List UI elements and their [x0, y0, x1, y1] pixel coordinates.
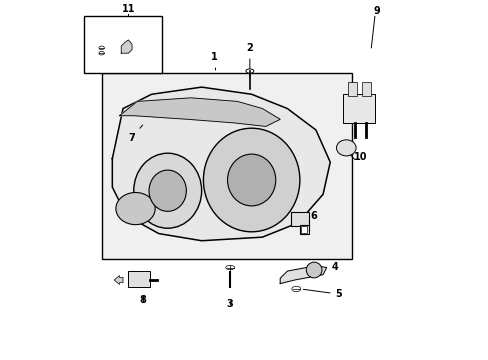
Ellipse shape: [227, 154, 275, 206]
Ellipse shape: [203, 128, 299, 232]
Ellipse shape: [149, 170, 186, 211]
Text: 4: 4: [319, 262, 338, 272]
Ellipse shape: [99, 51, 104, 55]
Text: 10: 10: [353, 152, 366, 162]
Bar: [347, 82, 356, 96]
FancyArrow shape: [114, 275, 123, 284]
Bar: [299, 225, 308, 234]
Bar: [342, 94, 374, 123]
Circle shape: [305, 262, 322, 278]
Bar: [128, 271, 149, 287]
Text: 3: 3: [226, 299, 233, 309]
Ellipse shape: [336, 140, 355, 156]
Bar: [300, 226, 307, 233]
Polygon shape: [112, 87, 329, 241]
Text: 7: 7: [128, 125, 142, 143]
Bar: [83, 16, 162, 73]
Text: 2: 2: [246, 44, 253, 77]
Ellipse shape: [225, 265, 234, 270]
Text: 1: 1: [210, 52, 217, 70]
Ellipse shape: [99, 46, 104, 50]
Ellipse shape: [291, 286, 300, 292]
Ellipse shape: [245, 69, 253, 73]
Bar: [290, 212, 308, 226]
Text: 11: 11: [122, 4, 135, 14]
Bar: [102, 73, 351, 258]
Text: 5: 5: [303, 289, 342, 299]
Text: 6: 6: [305, 211, 317, 228]
Bar: [362, 82, 370, 96]
Ellipse shape: [116, 193, 155, 225]
Polygon shape: [280, 266, 326, 284]
Text: 8: 8: [139, 295, 146, 305]
Text: 9: 9: [372, 6, 379, 16]
Polygon shape: [119, 98, 280, 126]
Polygon shape: [121, 40, 132, 53]
Ellipse shape: [134, 153, 201, 228]
